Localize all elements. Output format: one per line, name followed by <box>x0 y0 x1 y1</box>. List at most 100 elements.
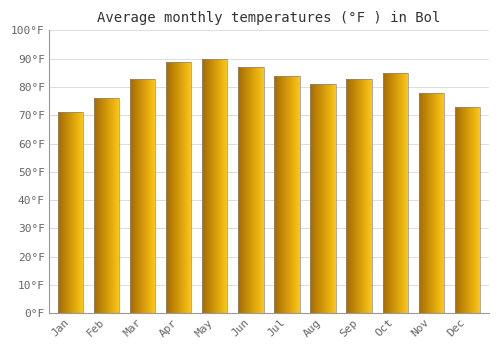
Bar <box>153 78 154 313</box>
Bar <box>297 76 298 313</box>
Bar <box>98 98 99 313</box>
Bar <box>106 98 107 313</box>
Bar <box>466 107 467 313</box>
Bar <box>69 112 70 313</box>
Bar <box>204 59 205 313</box>
Bar <box>238 67 264 313</box>
Bar <box>382 73 383 313</box>
Title: Average monthly temperatures (°F ) in Bol: Average monthly temperatures (°F ) in Bo… <box>98 11 440 25</box>
Bar <box>454 107 480 313</box>
Bar <box>422 93 423 313</box>
Bar <box>130 78 156 313</box>
Bar <box>370 78 371 313</box>
Bar <box>465 107 466 313</box>
Bar <box>74 112 75 313</box>
Bar <box>473 107 474 313</box>
Bar <box>368 78 369 313</box>
Bar <box>202 59 228 313</box>
Bar <box>418 93 444 313</box>
Bar <box>365 78 366 313</box>
Bar <box>151 78 152 313</box>
Bar <box>219 59 220 313</box>
Bar <box>435 93 436 313</box>
Bar <box>207 59 208 313</box>
Bar <box>261 67 262 313</box>
Bar <box>253 67 254 313</box>
Bar <box>289 76 290 313</box>
Bar <box>357 78 358 313</box>
Bar <box>288 76 289 313</box>
Bar <box>407 73 408 313</box>
Bar <box>351 78 352 313</box>
Bar <box>319 84 320 313</box>
Bar <box>82 112 83 313</box>
Bar <box>292 76 293 313</box>
Bar <box>402 73 403 313</box>
Bar <box>310 84 336 313</box>
Bar <box>404 73 405 313</box>
Bar <box>116 98 117 313</box>
Bar <box>348 78 349 313</box>
Bar <box>190 62 191 313</box>
Bar <box>421 93 422 313</box>
Bar <box>223 59 224 313</box>
Bar <box>330 84 331 313</box>
Bar <box>94 98 120 313</box>
Bar <box>137 78 138 313</box>
Bar <box>213 59 214 313</box>
Bar <box>148 78 149 313</box>
Bar <box>147 78 148 313</box>
Bar <box>397 73 398 313</box>
Bar <box>312 84 313 313</box>
Bar <box>316 84 317 313</box>
Bar <box>67 112 68 313</box>
Bar <box>103 98 104 313</box>
Bar <box>146 78 147 313</box>
Bar <box>359 78 360 313</box>
Bar <box>227 59 228 313</box>
Bar <box>285 76 286 313</box>
Bar <box>178 62 179 313</box>
Bar <box>356 78 357 313</box>
Bar <box>184 62 185 313</box>
Bar <box>396 73 397 313</box>
Bar <box>255 67 256 313</box>
Bar <box>470 107 471 313</box>
Bar <box>58 112 84 313</box>
Bar <box>326 84 327 313</box>
Bar <box>476 107 477 313</box>
Bar <box>389 73 390 313</box>
Bar <box>220 59 221 313</box>
Bar <box>78 112 79 313</box>
Bar <box>250 67 251 313</box>
Bar <box>138 78 139 313</box>
Bar <box>173 62 174 313</box>
Bar <box>388 73 389 313</box>
Bar <box>70 112 71 313</box>
Bar <box>215 59 216 313</box>
Bar <box>152 78 153 313</box>
Bar <box>277 76 278 313</box>
Bar <box>118 98 119 313</box>
Bar <box>243 67 244 313</box>
Bar <box>320 84 321 313</box>
Bar <box>479 107 480 313</box>
Bar <box>284 76 285 313</box>
Bar <box>322 84 323 313</box>
Bar <box>464 107 465 313</box>
Bar <box>334 84 335 313</box>
Bar <box>458 107 459 313</box>
Bar <box>60 112 61 313</box>
Bar <box>133 78 134 313</box>
Bar <box>248 67 249 313</box>
Bar <box>104 98 105 313</box>
Bar <box>238 67 239 313</box>
Bar <box>139 78 140 313</box>
Bar <box>94 98 95 313</box>
Bar <box>423 93 424 313</box>
Bar <box>260 67 261 313</box>
Bar <box>81 112 82 313</box>
Bar <box>471 107 472 313</box>
Bar <box>188 62 189 313</box>
Bar <box>364 78 365 313</box>
